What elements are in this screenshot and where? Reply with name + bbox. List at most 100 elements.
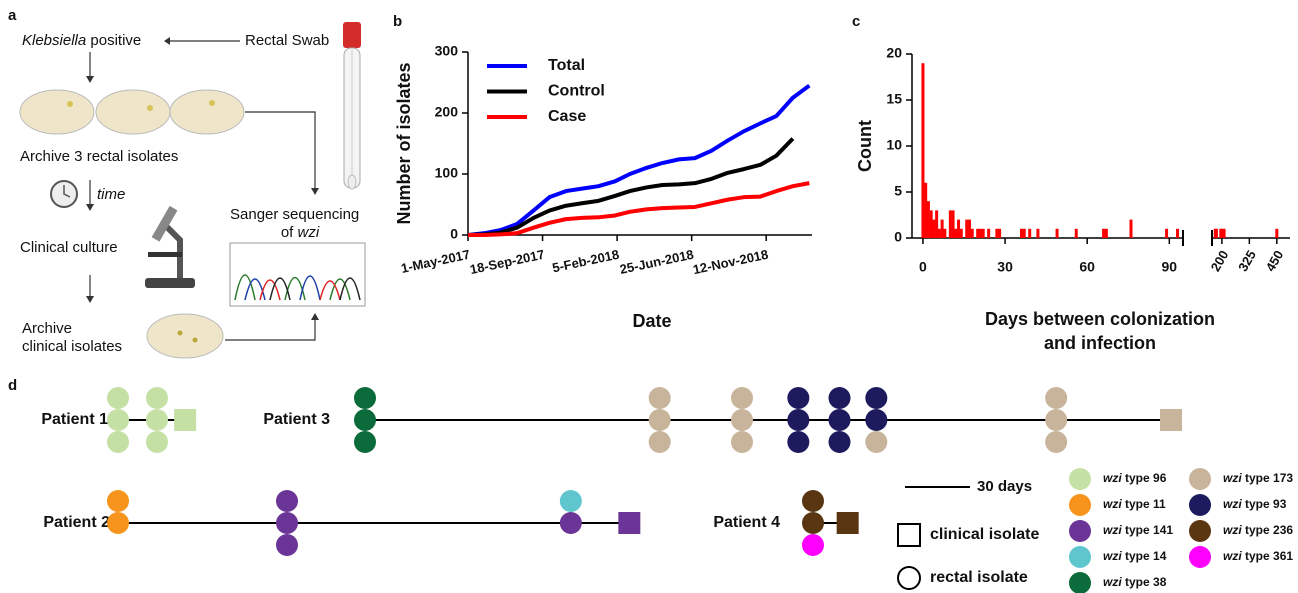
legend-prefix: wzi bbox=[1103, 523, 1122, 537]
bar bbox=[1215, 229, 1218, 238]
scale-label: 30 days bbox=[977, 478, 1032, 495]
rectal-isolate bbox=[276, 512, 298, 534]
bar bbox=[965, 220, 968, 238]
legend-type: type 141 bbox=[1125, 523, 1173, 537]
rectal-isolate bbox=[829, 387, 851, 409]
bar bbox=[1028, 229, 1031, 238]
arrow bbox=[225, 318, 315, 340]
bar bbox=[927, 201, 930, 238]
bar bbox=[1020, 229, 1023, 238]
legend-label: wzi type 96 bbox=[1103, 471, 1167, 485]
y-axis-label: Count bbox=[855, 120, 875, 172]
panel-label: b bbox=[393, 13, 402, 30]
legend-type: type 96 bbox=[1125, 471, 1167, 485]
rectal-isolate bbox=[560, 490, 582, 512]
rectal-isolate bbox=[731, 409, 753, 431]
legend-label: wzi type 361 bbox=[1223, 549, 1293, 563]
bar bbox=[971, 229, 974, 238]
legend-prefix: wzi bbox=[1223, 549, 1242, 563]
panel-label: a bbox=[8, 7, 17, 24]
rectal-isolate bbox=[1045, 431, 1067, 453]
bar bbox=[938, 229, 941, 238]
legend-swatch bbox=[1069, 468, 1091, 490]
sanger-label: Sanger sequencing bbox=[230, 206, 359, 223]
legend-prefix: wzi bbox=[1223, 471, 1242, 485]
arm bbox=[165, 225, 180, 278]
bar bbox=[957, 220, 960, 238]
x-axis-label: Days between colonization bbox=[985, 309, 1215, 329]
dish bbox=[20, 90, 94, 134]
arrow-head bbox=[86, 76, 94, 83]
rectal-isolate bbox=[865, 431, 887, 453]
rectal-isolate bbox=[787, 431, 809, 453]
legend-swatch bbox=[1069, 494, 1091, 516]
rectal-isolate bbox=[731, 431, 753, 453]
arrow bbox=[245, 112, 315, 190]
x-tick-label: 5-Feb-2018 bbox=[551, 247, 621, 276]
rectal-isolate bbox=[354, 409, 376, 431]
legend-prefix: wzi bbox=[1223, 497, 1242, 511]
time-label: time bbox=[97, 186, 125, 203]
rectal-isolate bbox=[649, 387, 671, 409]
rectal-isolate bbox=[802, 490, 824, 512]
bar bbox=[1165, 229, 1168, 238]
patient-label: Patient 1 bbox=[41, 411, 108, 428]
sanger-label: of wzi bbox=[281, 224, 320, 241]
bar bbox=[949, 210, 952, 238]
rectal-isolate bbox=[276, 490, 298, 512]
archive-clinical: Archive bbox=[22, 320, 72, 337]
legend-swatch bbox=[1069, 520, 1091, 542]
bar bbox=[1129, 220, 1132, 238]
key-circle bbox=[898, 567, 920, 589]
key-square bbox=[898, 524, 920, 546]
rectal-isolate bbox=[829, 409, 851, 431]
bar bbox=[1176, 229, 1179, 238]
bar bbox=[1075, 229, 1078, 238]
rectal-isolate bbox=[276, 534, 298, 556]
bar bbox=[952, 210, 955, 238]
rectal-isolate bbox=[649, 409, 671, 431]
bar bbox=[998, 229, 1001, 238]
archive-clinical: clinical isolates bbox=[22, 338, 122, 355]
rectal-isolate bbox=[146, 409, 168, 431]
rectal-isolate bbox=[107, 409, 129, 431]
x-tick-label: 12-Nov-2018 bbox=[691, 247, 769, 278]
text-part: of bbox=[281, 224, 294, 241]
x-tick-label: 25-Jun-2018 bbox=[618, 247, 695, 277]
clinical-isolate bbox=[837, 512, 859, 534]
rectal-isolate bbox=[107, 431, 129, 453]
bar bbox=[995, 229, 998, 238]
text-part: positive bbox=[90, 32, 141, 49]
rectal-isolate bbox=[1045, 409, 1067, 431]
italic-part: wzi bbox=[298, 224, 320, 241]
rectal-isolate bbox=[146, 431, 168, 453]
key-label: clinical isolate bbox=[930, 526, 1039, 543]
patient-label: Patient 2 bbox=[43, 514, 110, 531]
rectal-isolate bbox=[107, 512, 129, 534]
y-tick-label: 200 bbox=[435, 104, 459, 120]
bar bbox=[1105, 229, 1108, 238]
arrow-head bbox=[164, 37, 170, 45]
archive-rectal: Archive 3 rectal isolates bbox=[20, 148, 178, 165]
bar bbox=[1036, 229, 1039, 238]
stage bbox=[148, 252, 182, 257]
legend-prefix: wzi bbox=[1103, 471, 1122, 485]
bar bbox=[1056, 229, 1059, 238]
italic-part: Klebsiella bbox=[22, 32, 86, 49]
legend-swatch bbox=[1069, 546, 1091, 568]
y-tick-label: 15 bbox=[886, 91, 902, 107]
dish bbox=[96, 90, 170, 134]
swab-tube bbox=[343, 22, 361, 189]
bar bbox=[987, 229, 990, 238]
legend-type: type 38 bbox=[1125, 575, 1167, 589]
x-tick-label: 325 bbox=[1235, 248, 1259, 274]
patient-label: Patient 3 bbox=[263, 411, 330, 428]
colony bbox=[178, 331, 183, 336]
series-line bbox=[468, 139, 793, 235]
x-tick-label: 18-Sep-2017 bbox=[469, 247, 546, 277]
legend-type: type 361 bbox=[1245, 549, 1293, 563]
arrow-head bbox=[86, 204, 94, 211]
chromatogram bbox=[230, 243, 365, 306]
colony bbox=[193, 338, 198, 343]
